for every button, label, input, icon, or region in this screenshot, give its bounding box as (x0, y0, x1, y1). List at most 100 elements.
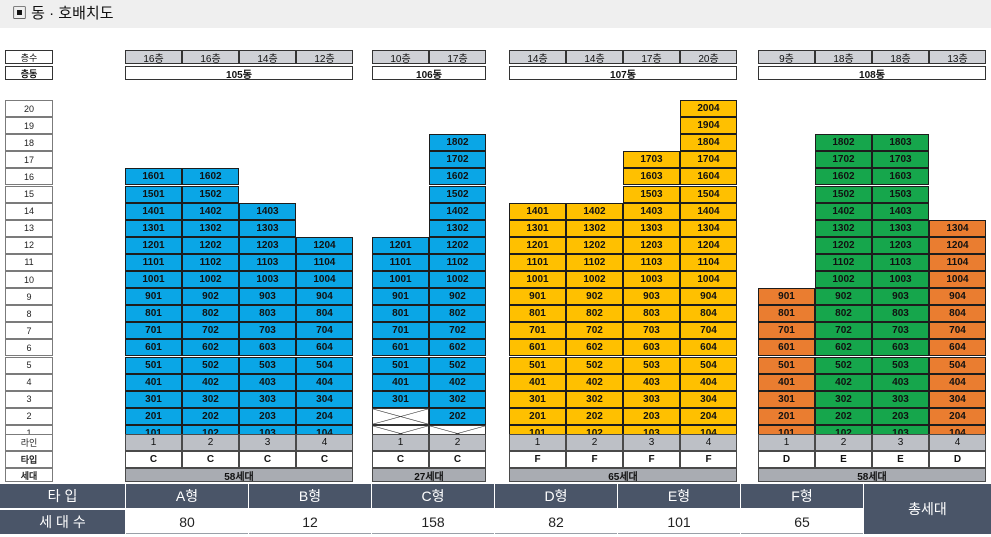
unit-cell: 303 (623, 390, 680, 408)
unit-cell: 802 (182, 305, 239, 323)
unit-cell: 903 (872, 288, 929, 306)
unit-cell: 1804 (680, 134, 737, 152)
max-floor-cell: 14층 (566, 50, 623, 64)
unit-cell: 401 (758, 373, 815, 391)
unit-cell: 701 (372, 322, 429, 340)
unit-cell: 1103 (872, 253, 929, 271)
unit-cell: 901 (509, 288, 566, 306)
unit-cell: 1402 (182, 202, 239, 220)
unit-cell: 1103 (239, 253, 296, 271)
unit-type: C (429, 451, 486, 468)
floor-label: 5 (5, 356, 53, 374)
unit-cell: 1803 (872, 134, 929, 152)
unit-cell: 301 (372, 390, 429, 408)
unit-cell: 1001 (509, 271, 566, 289)
empty-unit-cell (372, 407, 429, 425)
unit-cell: 1303 (872, 219, 929, 237)
floor-label: 11 (5, 253, 53, 271)
unit-cell: 1302 (815, 219, 872, 237)
households-label: 세대 (5, 468, 53, 482)
unit-cell: 401 (372, 373, 429, 391)
unit-cell: 1203 (872, 236, 929, 254)
type-name: D형 (495, 484, 617, 508)
floor-label: 12 (5, 236, 53, 254)
unit-cell: 1604 (680, 168, 737, 186)
unit-type: E (872, 451, 929, 468)
unit-cell: 1502 (429, 185, 486, 203)
unit-cell: 502 (566, 356, 623, 374)
type-name: C형 (372, 484, 494, 508)
unit-cell: 902 (182, 288, 239, 306)
unit-cell: 402 (566, 373, 623, 391)
floor-count-label: 층수 (5, 50, 53, 64)
type-name: E형 (618, 484, 740, 508)
unit-cell: 1102 (815, 253, 872, 271)
unit-cell: 402 (182, 373, 239, 391)
unit-cell: 304 (680, 390, 737, 408)
max-floor-cell: 9층 (758, 50, 815, 64)
floor-label: 4 (5, 373, 53, 391)
line-label: 라인 (5, 434, 53, 451)
line-number: 1 (372, 434, 429, 451)
unit-cell: 604 (680, 339, 737, 357)
line-number: 1 (125, 434, 182, 451)
unit-cell: 904 (296, 288, 353, 306)
unit-cell: 902 (815, 288, 872, 306)
unit-cell: 1302 (182, 219, 239, 237)
unit-cell: 504 (680, 356, 737, 374)
line-number: 1 (509, 434, 566, 451)
max-floor-cell: 16층 (125, 50, 182, 64)
floor-label: 20 (5, 100, 53, 118)
unit-cell: 803 (623, 305, 680, 323)
unit-cell: 1004 (296, 271, 353, 289)
line-number: 2 (182, 434, 239, 451)
unit-cell: 1104 (296, 253, 353, 271)
unit-cell: 1404 (680, 202, 737, 220)
type-count: 158 (372, 510, 494, 534)
unit-cell: 804 (680, 305, 737, 323)
unit-cell: 1002 (815, 271, 872, 289)
unit-cell: 1502 (182, 185, 239, 203)
unit-cell: 904 (680, 288, 737, 306)
line-number: 3 (239, 434, 296, 451)
unit-cell: 1003 (239, 271, 296, 289)
unit-cell: 801 (125, 305, 182, 323)
unit-cell: 501 (509, 356, 566, 374)
unit-cell: 503 (239, 356, 296, 374)
unit-cell: 204 (296, 407, 353, 425)
unit-cell: 1304 (929, 219, 986, 237)
unit-cell: 803 (872, 305, 929, 323)
floor-label: 19 (5, 117, 53, 135)
unit-type: F (566, 451, 623, 468)
unit-cell: 1003 (872, 271, 929, 289)
line-number: 4 (296, 434, 353, 451)
unit-cell: 1104 (929, 253, 986, 271)
unit-cell: 1403 (623, 202, 680, 220)
max-floor-cell: 12층 (296, 50, 353, 64)
building-name: 107동 (509, 66, 737, 80)
unit-cell: 602 (815, 339, 872, 357)
type-count: 82 (495, 510, 617, 534)
unit-cell: 702 (182, 322, 239, 340)
unit-cell: 404 (680, 373, 737, 391)
unit-cell: 202 (429, 407, 486, 425)
max-floor-cell: 17층 (429, 50, 486, 64)
unit-cell: 1201 (125, 236, 182, 254)
unit-cell: 404 (296, 373, 353, 391)
unit-type: C (125, 451, 182, 468)
building-name: 105동 (125, 66, 353, 80)
max-floor-cell: 14층 (239, 50, 296, 64)
unit-cell: 1302 (566, 219, 623, 237)
unit-cell: 903 (239, 288, 296, 306)
unit-cell: 1202 (429, 236, 486, 254)
unit-cell: 1202 (815, 236, 872, 254)
unit-cell: 1204 (680, 236, 737, 254)
floor-label: 2 (5, 407, 53, 425)
unit-cell: 1302 (429, 219, 486, 237)
unit-cell: 1802 (429, 134, 486, 152)
max-floor-cell: 13층 (929, 50, 986, 64)
unit-cell: 502 (182, 356, 239, 374)
unit-cell: 703 (623, 322, 680, 340)
max-floor-cell: 16층 (182, 50, 239, 64)
